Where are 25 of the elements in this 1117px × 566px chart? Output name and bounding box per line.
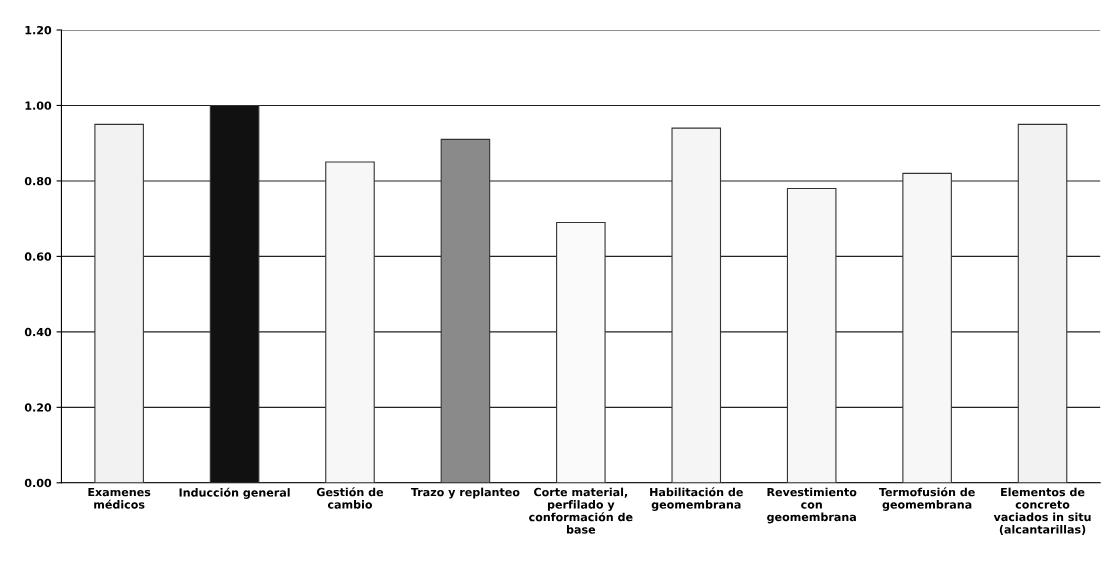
x-tick-label: Gestión de cambio (316, 487, 384, 509)
y-tick-label: 0.00 (24, 478, 52, 488)
x-tick-label: Trazo y replanteo (410, 487, 520, 499)
bar (671, 127, 722, 483)
bar (786, 187, 837, 483)
x-tick-label: Elementos de concreto vaciados in situ (alcantarillas) (993, 487, 1091, 535)
bar (325, 161, 375, 483)
x-tick-label: Examenes médicos (88, 488, 151, 509)
x-tick-label: Revestimiento con geomembrana (767, 487, 857, 524)
y-tick-label: 0.20 (24, 403, 52, 412)
x-tick-label: Habilitación de geomembrana (650, 487, 743, 511)
x-tick-label: Inducción general (179, 487, 290, 499)
x-tick-label: Corte material, perfilado y conformación de base (529, 487, 633, 534)
bar (94, 123, 144, 483)
y-tick-label: 1.00 (25, 101, 52, 110)
y-tick-label: 0.40 (24, 327, 52, 337)
y-tick-label: 1.20 (25, 25, 52, 35)
bar (440, 138, 491, 483)
bar (556, 221, 606, 483)
y-tick-label: 0.80 (24, 176, 52, 186)
bar (209, 104, 260, 483)
x-tick-label: Termofusión de geomembrana (878, 487, 975, 511)
bar (902, 172, 952, 483)
bar (1017, 123, 1068, 483)
y-tick-label: 0.60 (24, 252, 52, 261)
